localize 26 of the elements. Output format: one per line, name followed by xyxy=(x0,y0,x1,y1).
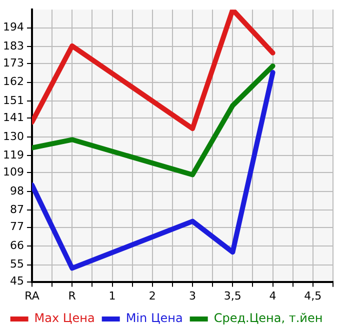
y-tick-label: 162 xyxy=(2,75,24,88)
y-tick-label: 183 xyxy=(2,39,24,52)
y-tick-label: 173 xyxy=(2,56,24,70)
y-tick-label: 45 xyxy=(10,274,24,288)
y-tick-label: 55 xyxy=(10,258,24,271)
y-tick-label: 87 xyxy=(10,203,24,216)
y-tick-label: 109 xyxy=(2,166,24,179)
y-tick-label: 130 xyxy=(2,130,24,143)
y-tick-label: 141 xyxy=(2,111,24,124)
y-tick-label: 151 xyxy=(2,94,24,107)
y-tick-label: 119 xyxy=(2,148,24,162)
y-tick-label: 77 xyxy=(10,220,24,234)
y-tick-label: 98 xyxy=(10,184,24,198)
legend-label: Min Цена xyxy=(126,311,183,326)
x-tick-label: 2 xyxy=(148,289,156,302)
x-tick-label: 3,5 xyxy=(224,289,242,302)
x-tick-label: 4,5 xyxy=(304,289,322,302)
x-tick-label: R xyxy=(68,289,76,302)
x-tick-label: 4 xyxy=(269,289,276,302)
y-tick-label: 66 xyxy=(10,238,24,252)
x-tick-label: 3 xyxy=(189,289,196,302)
legend-label: Max Цена xyxy=(34,311,95,326)
x-tick-label: RA xyxy=(24,289,40,302)
y-tick-label: 194 xyxy=(2,20,24,34)
legend-label: Сред.Цена, т.йен xyxy=(214,311,323,326)
x-tick-label: 1 xyxy=(108,289,116,302)
